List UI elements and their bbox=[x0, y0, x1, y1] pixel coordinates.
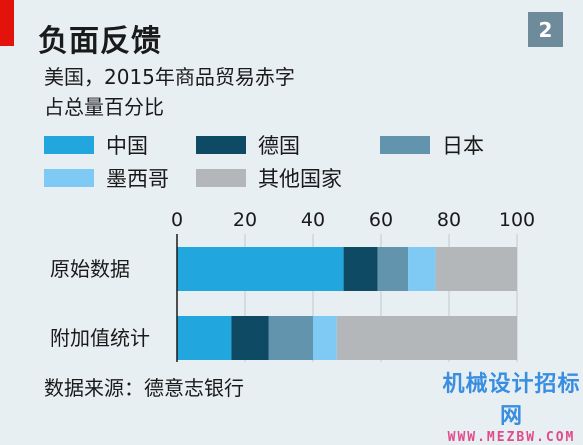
legend-label-mexico: 墨西哥 bbox=[106, 167, 169, 191]
x-tick-label: 0 bbox=[171, 209, 183, 231]
chart-title: 负面反馈 bbox=[38, 24, 162, 59]
legend-swatch-china bbox=[44, 136, 94, 154]
bar-segment-2-cat-2 bbox=[231, 316, 269, 360]
legend-item-germany: 德国 bbox=[196, 133, 300, 158]
legend-label-other: 其他国家 bbox=[258, 167, 342, 191]
x-tick-label: 100 bbox=[499, 209, 535, 231]
bar-segment-2-cat-1 bbox=[343, 247, 378, 291]
x-tick-label: 60 bbox=[369, 209, 393, 231]
legend-label-japan: 日本 bbox=[442, 134, 484, 158]
bar-segment-3-cat-1 bbox=[377, 247, 409, 291]
legend-item-japan: 日本 bbox=[380, 133, 484, 158]
data-source-note: 数据来源：德意志银行 bbox=[44, 376, 244, 400]
figure-number-badge: 2 bbox=[528, 12, 563, 47]
subtitle-line-1: 美国，2015年商品贸易赤字 bbox=[44, 65, 295, 89]
x-tick-label: 20 bbox=[233, 209, 257, 231]
watermark: 机械设计招标网 WWW.MEZBW.COM bbox=[440, 366, 583, 445]
chart-subtitle: 美国，2015年商品贸易赤字 占总量百分比 bbox=[44, 62, 295, 122]
subtitle-line-2: 占总量百分比 bbox=[44, 95, 164, 119]
legend-item-china: 中国 bbox=[44, 133, 148, 158]
legend-label-germany: 德国 bbox=[258, 134, 300, 158]
bar-segment-1-cat-1 bbox=[177, 247, 344, 291]
x-tick-label: 80 bbox=[437, 209, 461, 231]
bar-segment-4-cat-2 bbox=[313, 316, 337, 360]
category-label: 附加值统计 bbox=[50, 326, 150, 350]
legend-item-other: 其他国家 bbox=[196, 166, 342, 191]
watermark-url: WWW.MEZBW.COM bbox=[447, 430, 576, 445]
legend-swatch-other bbox=[196, 169, 246, 187]
bar-segment-5-cat-1 bbox=[435, 247, 517, 291]
watermark-text: 机械设计招标网 bbox=[442, 372, 581, 429]
legend-item-mexico: 墨西哥 bbox=[44, 166, 169, 191]
bar-segment-5-cat-2 bbox=[336, 316, 517, 360]
bar-segment-4-cat-1 bbox=[408, 247, 436, 291]
legend-label-china: 中国 bbox=[106, 134, 148, 158]
bar-segment-3-cat-2 bbox=[268, 316, 313, 360]
legend-swatch-japan bbox=[380, 136, 430, 154]
red-accent-tab bbox=[0, 0, 14, 46]
x-tick-label: 40 bbox=[301, 209, 325, 231]
legend-swatch-germany bbox=[196, 136, 246, 154]
legend-swatch-mexico bbox=[44, 169, 94, 187]
category-label: 原始数据 bbox=[50, 257, 130, 281]
bar-segment-1-cat-2 bbox=[177, 316, 232, 360]
